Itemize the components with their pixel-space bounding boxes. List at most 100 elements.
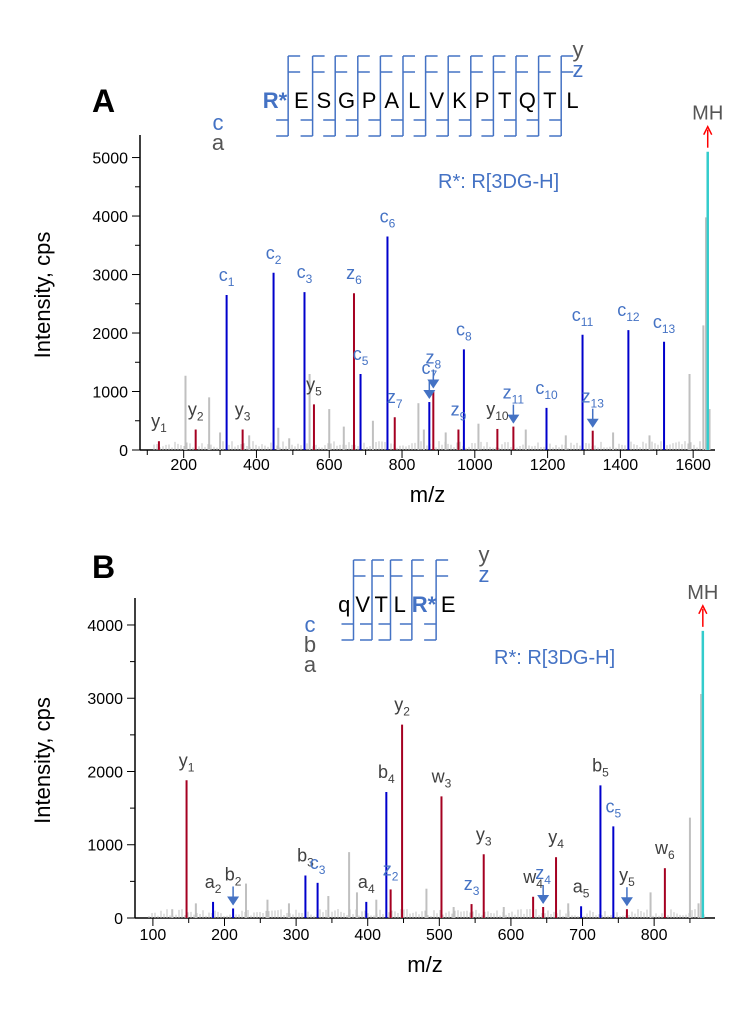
panel-a-y-tick-label: 5000 [92, 151, 128, 168]
panel-b-label-b3-index: 3 [307, 856, 314, 870]
panel-b-label-y2-index: 2 [403, 705, 410, 719]
panel-a-label-z8: z8 [425, 348, 441, 372]
panel-b-label-w3-letter: w [431, 766, 446, 786]
panel-a-label-c2: c2 [266, 243, 282, 267]
panel-b-label-w6-letter: w [654, 838, 669, 858]
panel-b-series-y [185, 724, 628, 918]
panel-a-label-c1: c1 [219, 265, 235, 289]
panel-a-label-z8-index: 8 [434, 358, 441, 372]
panel-a-label-z6-letter: z [346, 263, 355, 283]
panel-a-label-c8: c8 [456, 319, 472, 343]
panel-b-mod-note: R*: R[3DG-H] [494, 647, 615, 669]
panel-b-label-a4: a4 [358, 872, 375, 896]
panel-a-label-z7-letter: z [387, 387, 396, 407]
panel-a-label-y10-letter: y [486, 399, 495, 419]
panel-a-label-c6: c6 [380, 207, 396, 231]
panel-b-y-axis-title: Intensity, cps [30, 697, 55, 824]
panel-b-label-y3: y3 [476, 824, 492, 848]
panel-b-sequence: q V T L R* E [338, 559, 456, 641]
panel-b-label-z4-arrow-head [537, 895, 550, 905]
panel-a-residue-1: E [294, 88, 309, 113]
panel-b-series-key-b: b [304, 632, 316, 657]
panel-a-x-tick-label: 200 [170, 457, 197, 474]
panel-a-label-y1-index: 1 [160, 421, 167, 435]
panel-b-label-w3-index: 3 [445, 776, 452, 790]
panel-b-label-z2-index: 2 [392, 869, 399, 883]
panel-a-letter: A [92, 83, 115, 119]
panel-a-label-z11: z11 [503, 383, 525, 407]
panel-a-series-c [225, 236, 666, 450]
panel-b-label-z3-index: 3 [473, 884, 480, 898]
panel-b-residue-4: R* [412, 592, 437, 617]
panel-b-y-tick-label: 0 [114, 911, 123, 928]
panel-b-label-a5-index: 5 [583, 886, 590, 900]
panel-b-label-b5-letter: b [592, 755, 602, 775]
panel-b-label-y1-letter: y [179, 750, 188, 770]
panel-a-residue-6: L [408, 88, 420, 113]
panel-b-x-tick-label: 500 [426, 927, 453, 944]
panel-a-label-z6-index: 6 [355, 273, 362, 287]
panel-b-label-y2: y2 [394, 695, 410, 719]
panel-b-label-z2-letter: z [383, 859, 392, 879]
panel-a-y-tick-label: 4000 [92, 209, 128, 226]
panel-b-x-axis-title: m/z [407, 952, 442, 977]
panel-b-series-b [232, 785, 602, 918]
panel-a-precursor-label: MH [692, 103, 723, 125]
panel-a-label-c7-letter: c [421, 358, 430, 378]
panel-b-label-b4-index: 4 [388, 772, 395, 786]
panel-a-label-z8-letter: z [425, 348, 434, 368]
panel-b-x-tick-label: 200 [211, 927, 238, 944]
panel-b-label-z4: z4 [535, 863, 551, 887]
panel-a-label-c12-index: 12 [626, 310, 640, 324]
panel-a-x-tick-label: 1000 [457, 457, 493, 474]
panel-b-label-y4-index: 4 [557, 837, 564, 851]
panel-a-label-z13-index: 13 [591, 397, 605, 411]
panel-a-label-c1-letter: c [219, 265, 228, 285]
panel-b-x-tick-label: 700 [569, 927, 596, 944]
panel-b-label-b5: b5 [592, 755, 609, 779]
panel-a-label-c13: c13 [653, 312, 676, 336]
panel-a-precursor-arrowhead [703, 125, 713, 136]
panel-a-label-z9-index: 9 [460, 410, 467, 424]
panel-a-label-z7: z7 [387, 387, 403, 411]
panel-a-label-y5: y5 [306, 374, 322, 398]
panel-a-label-y1-letter: y [151, 411, 160, 431]
panel-b-label-b4: b4 [378, 762, 395, 786]
panel-a-label-c11: c11 [572, 305, 594, 329]
panel-b-label-b2: b2 [225, 864, 242, 888]
panel-a-residue-13: L [566, 88, 578, 113]
panel-a-y-axis-title: Intensity, cps [30, 232, 55, 359]
panel-b-label-y5: y5 [619, 865, 635, 889]
panel-a-residue-9: P [475, 88, 490, 113]
panel-a-series-key-z: z [573, 57, 584, 82]
panel-b-series-w [440, 796, 666, 918]
panel-a-label-c10-letter: c [535, 378, 544, 398]
panel-a-label-c13-letter: c [653, 312, 662, 332]
panel-a-y-tick-label: 1000 [92, 385, 128, 402]
panel-b-label-z2: z2 [383, 859, 399, 883]
panel-b-label-y5-index: 5 [628, 875, 635, 889]
panel-b-label-a4-index: 4 [368, 882, 375, 896]
panel-a-label-c7-arrow-head [423, 390, 436, 400]
panel-a-label-c6-letter: c [380, 207, 389, 227]
panel-b-x-tick-label: 800 [641, 927, 668, 944]
panel-a-label-y2: y2 [188, 400, 204, 424]
panel-a: A 200 400 600 800 1000 1200 1400 1600 0 1000 2000 30… [30, 37, 723, 507]
panel-b-label-w4-index: 4 [536, 877, 543, 891]
panel-a-residue-11: Q [519, 88, 536, 113]
panel-a-residue-3: G [338, 88, 355, 113]
panel-a-label-z7-index: 7 [396, 397, 403, 411]
panel-b-residue-3: L [394, 592, 406, 617]
panel-a-y-tick-label: 2000 [92, 326, 128, 343]
panel-b-y-tick-label: 4000 [87, 618, 123, 635]
panel-b-residue-0: q [338, 592, 350, 617]
panel-a-label-z11-arrow-head [507, 414, 520, 424]
panel-a-x-tick-label: 1600 [675, 457, 711, 474]
panel-b-residue-1: V [355, 592, 370, 617]
panel-a-label-c11-index: 11 [581, 315, 594, 329]
panel-b-y-tick-label: 3000 [87, 691, 123, 708]
panel-b-label-c5-letter: c [605, 796, 614, 816]
panel-b-label-y1: y1 [179, 750, 195, 774]
panel-a-label-c11-letter: c [572, 305, 581, 325]
panel-b-label-z3: z3 [464, 874, 480, 898]
